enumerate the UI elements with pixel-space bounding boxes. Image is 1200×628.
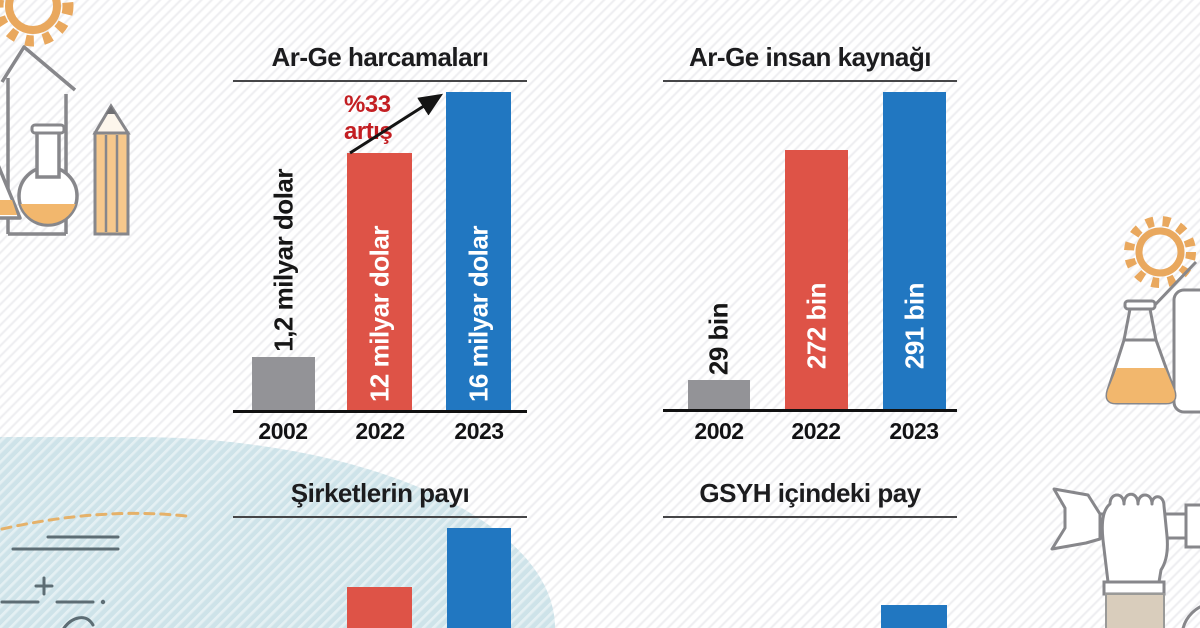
gear-arc-icon [1181, 605, 1200, 628]
chart-title: Şirketlerin payı [290, 478, 470, 508]
bar-value-label: 1,2 milyar dolar [268, 169, 298, 352]
bar-value-label: 16 milyar dolar [463, 225, 493, 402]
growth-percent: %33 [344, 91, 391, 118]
erlenmeyer-flask-icon [1105, 299, 1177, 405]
gear-icon [1124, 216, 1196, 288]
stir-rod-icon [1150, 260, 1198, 310]
year-label: 2023 [889, 418, 939, 444]
chart-title: Ar-Ge harcamaları [271, 42, 489, 72]
bar-2002: 29 bin [688, 303, 750, 409]
x-axis [663, 409, 957, 412]
chart-title: Ar-Ge insan kaynağı [689, 42, 931, 72]
fist-icon [1100, 492, 1169, 628]
round-flask-icon [17, 123, 79, 227]
bar-value-label: 272 bin [801, 282, 831, 369]
bar-2022: 12 milyar dolar [347, 153, 412, 410]
bar-2022: 272 bin [785, 150, 848, 409]
wrench-icon [1050, 487, 1200, 551]
year-label: 2023 [454, 418, 504, 444]
gear-icon [0, 0, 74, 47]
house-icon [0, 45, 77, 236]
triangle-flask-icon [0, 165, 22, 220]
science-illustration-top-left [0, 0, 131, 236]
bar-value-label: 291 bin [899, 282, 929, 369]
bar-blue-partial [881, 605, 947, 628]
cuff [1102, 580, 1166, 596]
sleeve [1105, 593, 1165, 628]
hand-wrench-illustration [1050, 487, 1200, 628]
bar-value-label: 29 bin [703, 302, 734, 375]
bar-red-partial [347, 587, 412, 628]
title-underline [233, 80, 527, 82]
year-label: 2002 [258, 418, 308, 444]
science-illustration-right [1105, 216, 1200, 414]
year-label: 2022 [355, 418, 405, 444]
year-label: 2002 [694, 418, 744, 444]
growth-annotation: %33 artış [344, 91, 393, 146]
bar-2002: 1,2 milyar dolar [252, 169, 315, 410]
bar-blue-partial [447, 528, 511, 628]
chart-title: GSYH içindeki pay [699, 478, 921, 508]
growth-word: artış [344, 117, 393, 145]
pencil-icon [92, 103, 131, 236]
title-underline [233, 516, 527, 518]
x-axis [233, 410, 527, 413]
year-label: 2022 [791, 418, 841, 444]
title-underline [663, 516, 957, 518]
bar-2023: 291 bin [883, 92, 946, 409]
bar-value-label: 12 milyar dolar [364, 225, 394, 402]
bar-2023: 16 milyar dolar [446, 92, 511, 410]
board-icon [1172, 288, 1200, 414]
title-underline [663, 80, 957, 82]
